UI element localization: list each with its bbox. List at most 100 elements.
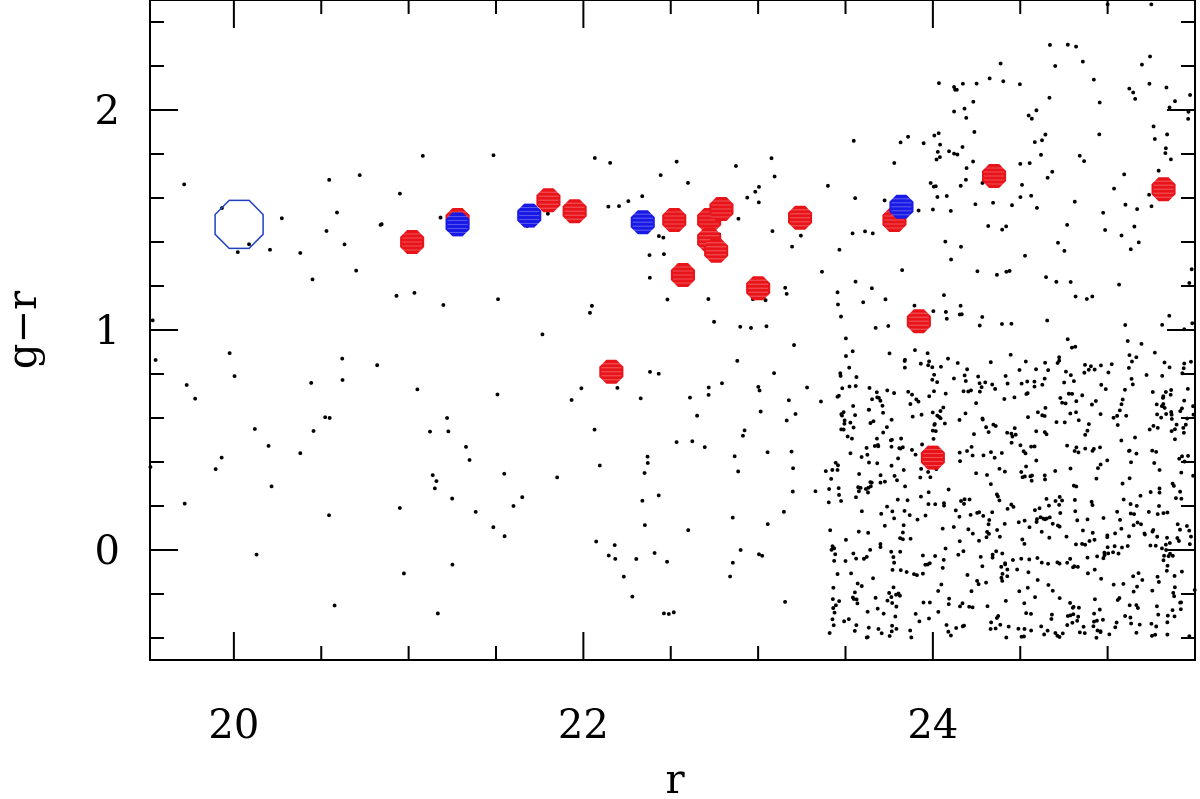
data-point-dot	[1011, 505, 1016, 509]
data-point-dot	[1120, 397, 1125, 402]
data-point-dot	[843, 336, 848, 341]
data-point-dot	[1187, 542, 1192, 547]
data-point-dot	[1134, 355, 1139, 360]
data-point-dot	[1005, 574, 1010, 579]
data-point-dot	[1146, 510, 1151, 514]
data-point-dot	[984, 535, 989, 540]
data-point-dot	[983, 380, 988, 385]
data-point-dot	[1005, 567, 1010, 572]
data-point-dot	[1057, 524, 1062, 529]
data-point-dot	[1093, 597, 1097, 602]
data-point-dot	[1098, 629, 1103, 634]
data-point-dot	[1160, 373, 1165, 378]
data-point-dot	[854, 375, 859, 379]
data-point-dot	[957, 514, 962, 519]
data-point-dot	[1168, 551, 1172, 556]
data-point-dot	[674, 159, 679, 164]
data-point-dot	[1160, 322, 1165, 327]
data-point-dot	[925, 351, 930, 356]
data-point-dot	[1180, 454, 1184, 459]
data-point-blue	[517, 203, 542, 228]
data-point-dot	[1029, 628, 1034, 633]
data-point-red	[1151, 177, 1176, 202]
data-point-dot	[1021, 449, 1026, 454]
data-point-dot	[1180, 569, 1184, 574]
data-point-dot	[254, 552, 259, 557]
data-point-dot	[1037, 506, 1042, 511]
data-point-dot	[397, 191, 402, 196]
data-point-dot	[1090, 402, 1094, 407]
data-point-dot	[1044, 275, 1048, 280]
data-point-dot	[1179, 496, 1184, 501]
data-point-dot	[919, 494, 923, 499]
data-point-dot	[998, 622, 1003, 627]
data-point-dot	[980, 315, 985, 319]
data-point-dot	[976, 374, 981, 379]
data-point-dot	[227, 351, 232, 356]
data-point-dot	[974, 471, 978, 476]
data-point-dot	[977, 323, 982, 328]
x-axis-label: r	[665, 757, 685, 799]
data-point-dot	[1047, 95, 1052, 100]
data-point-dot	[1033, 508, 1037, 513]
data-point-dot	[843, 559, 848, 563]
data-point-dot	[887, 634, 892, 638]
data-point-dot	[792, 343, 796, 347]
data-point-dot	[989, 620, 994, 625]
data-point-dot	[866, 530, 871, 535]
data-point-dot	[1157, 490, 1162, 495]
data-point-dot	[847, 365, 852, 370]
data-point-dot	[880, 403, 885, 408]
data-point-dot	[1167, 541, 1172, 545]
data-point-dot	[889, 595, 894, 599]
data-point-dot	[941, 405, 946, 410]
data-point-dot	[1118, 518, 1122, 522]
data-point-red	[599, 359, 624, 384]
data-point-dot	[1074, 445, 1079, 450]
data-point-dot	[1084, 297, 1089, 301]
data-point-dot	[862, 556, 866, 561]
data-point-dot	[1085, 428, 1090, 433]
data-point-dot	[909, 635, 914, 640]
data-point-dot	[934, 157, 939, 162]
data-point-dot	[193, 396, 198, 401]
data-point-dot	[873, 595, 878, 600]
data-point-dot	[1128, 247, 1133, 252]
data-point-dot	[955, 152, 960, 157]
data-point-dot	[783, 285, 788, 290]
data-point-dot	[252, 427, 257, 431]
data-point-dot	[947, 596, 952, 601]
x-tick-label: 22	[558, 702, 609, 748]
data-point-dot	[1038, 515, 1043, 520]
data-point-dot	[1069, 345, 1074, 350]
data-point-dot	[948, 209, 953, 213]
data-point-dot	[666, 612, 671, 616]
data-point-dot	[1062, 420, 1067, 425]
data-point-dot	[902, 509, 907, 513]
data-point-dot	[1185, 386, 1190, 391]
data-point-dot	[823, 469, 828, 474]
data-point-dot	[1189, 359, 1193, 364]
data-point-dot	[854, 623, 859, 628]
data-point-dot	[826, 500, 831, 505]
data-point-dot	[1068, 411, 1073, 416]
data-point-dot	[901, 468, 906, 472]
data-point-dot	[964, 166, 969, 171]
data-point-dot	[1028, 474, 1033, 479]
data-point-dot	[730, 515, 735, 520]
data-point-dot	[1125, 339, 1130, 343]
data-point-dot	[980, 564, 985, 569]
data-point-dot	[1125, 544, 1130, 548]
data-point-dot	[1015, 567, 1020, 572]
data-point-dot	[890, 623, 894, 628]
data-point-dot	[916, 399, 921, 404]
data-point-dot	[1027, 557, 1032, 562]
data-point-dot	[1130, 359, 1134, 364]
data-point-dot	[1165, 535, 1169, 540]
data-point-dot	[1095, 554, 1100, 559]
data-point-dot	[1027, 525, 1032, 530]
data-point-dot	[954, 626, 959, 630]
data-point-dot	[1042, 376, 1047, 381]
data-point-dot	[836, 302, 840, 307]
